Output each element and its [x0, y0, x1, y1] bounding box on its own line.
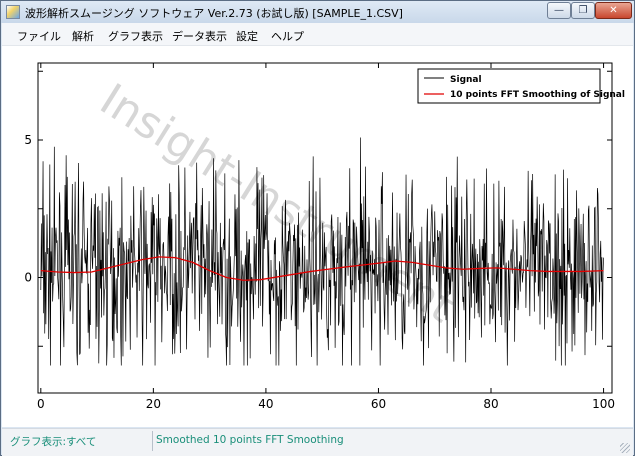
legend-signal-label: Signal [450, 75, 482, 85]
menu-file[interactable]: ファイル [17, 30, 61, 43]
status-bar: グラフ表示:すべて Smoothed 10 points FFT Smoothi… [2, 428, 633, 456]
menu-data-view[interactable]: データ表示 [172, 30, 227, 43]
window-title: 波形解析スムージング ソフトウェア Ver.2.73 (お試し版) [SAMPL… [25, 7, 403, 20]
x-tick-label: 100 [592, 397, 615, 411]
series-group [40, 137, 604, 366]
legend: Signal 10 points FFT Smoothing of Signal [417, 68, 625, 104]
axes-group: 0 20 40 60 80 100 0 5 [24, 63, 615, 411]
status-separator [152, 431, 153, 451]
minimize-button[interactable]: — [547, 2, 571, 19]
status-graph-mode: グラフ表示:すべて [10, 436, 97, 448]
menu-analysis[interactable]: 解析 [72, 30, 94, 43]
smoothed-series-line [40, 256, 604, 281]
x-tick-label: 80 [483, 397, 498, 411]
menu-settings[interactable]: 設定 [236, 30, 258, 43]
plot-frame [37, 62, 613, 394]
app-icon [6, 5, 20, 19]
close-button[interactable]: ✕ [595, 2, 632, 19]
y-tick-label: 0 [24, 271, 32, 285]
resize-grip[interactable] [620, 443, 630, 453]
y-tick-label: 5 [24, 133, 32, 147]
menu-help[interactable]: ヘルプ [271, 30, 304, 43]
x-tick-label: 20 [146, 397, 161, 411]
title-bar[interactable]: 波形解析スムージング ソフトウェア Ver.2.73 (お試し版) [SAMPL… [1, 1, 634, 23]
menu-bar: ファイル 解析 グラフ表示 データ表示 設定 ヘルプ [2, 23, 633, 46]
legend-box [417, 68, 601, 104]
status-smoothing-info: Smoothed 10 points FFT Smoothing [156, 434, 344, 446]
signal-series-line [40, 137, 604, 366]
legend-smoothing-label: 10 points FFT Smoothing of Signal [450, 90, 625, 100]
x-tick-label: 60 [371, 397, 386, 411]
x-tick-label: 0 [37, 397, 45, 411]
x-tick-label: 40 [258, 397, 273, 411]
maximize-button[interactable]: ❐ [571, 2, 595, 19]
plot-area[interactable]: Insight-Instrument 0 20 40 60 80 100 0 5 Signal… [2, 46, 633, 427]
menu-graph-view[interactable]: グラフ表示 [108, 30, 163, 43]
